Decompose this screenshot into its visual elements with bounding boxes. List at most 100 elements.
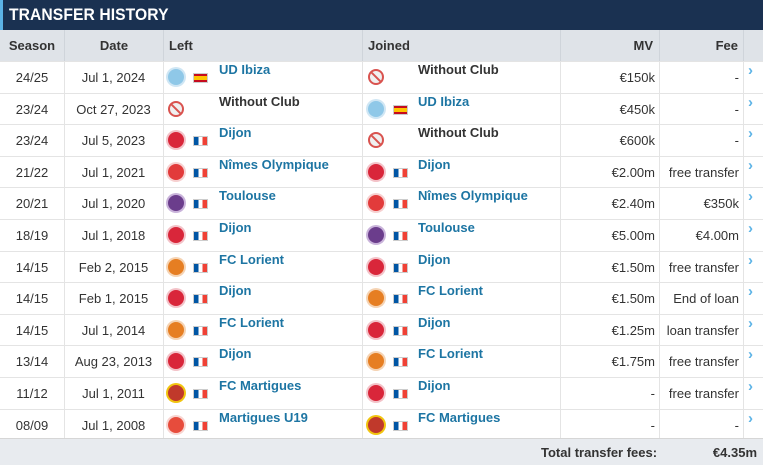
left-club-name[interactable]: Toulouse [219, 188, 276, 204]
club-crest-icon[interactable] [168, 227, 184, 243]
club-crest-icon[interactable] [168, 132, 184, 149]
france-flag-icon [193, 262, 208, 273]
spain-flag-icon [393, 104, 408, 115]
market-value-cell: €5.00m [611, 228, 655, 243]
left-club-name[interactable]: Dijon [219, 346, 252, 362]
fee-cell: - [734, 70, 739, 85]
date-cell: Jul 1, 2018 [81, 228, 146, 243]
france-flag-icon [393, 389, 408, 399]
left-club-name[interactable]: FC Martigues [219, 378, 302, 393]
left-club-name[interactable]: Martigues U19 [219, 409, 308, 425]
fee-cell: €4.00m [695, 228, 739, 243]
club-crest-icon[interactable] [368, 290, 384, 307]
table-footer: Total transfer fees: €4.35m [0, 438, 763, 465]
date-cell: Jul 1, 2020 [81, 196, 146, 212]
left-club-name[interactable]: FC Lorient [219, 251, 284, 267]
season-cell: 23/24 [15, 101, 49, 117]
club-crest-icon[interactable] [368, 353, 384, 370]
date-cell: Aug 23, 2013 [74, 354, 153, 370]
club-crest-icon[interactable] [168, 69, 184, 85]
club-crest-icon[interactable] [168, 258, 184, 275]
column-divider [560, 61, 561, 438]
joined-club-name: Without Club [418, 125, 499, 141]
club-crest-icon[interactable] [368, 227, 384, 243]
left-club-name[interactable]: UD Ibiza [219, 62, 271, 77]
club-crest-icon[interactable] [368, 321, 384, 338]
club-crest-icon[interactable] [168, 163, 184, 180]
fee-cell: End of loan [673, 291, 739, 307]
chevron-right-icon[interactable]: › [748, 409, 753, 427]
market-value-cell: €1.25m [611, 322, 655, 338]
france-flag-icon [393, 325, 408, 336]
table-row: 14/15 Feb 1, 2015 Dijon FC Lorient €1.50m End… [0, 282, 763, 314]
chevron-right-icon[interactable]: › [748, 378, 753, 395]
chevron-right-icon[interactable]: › [748, 93, 753, 111]
club-crest-icon[interactable] [368, 163, 384, 180]
club-crest-icon[interactable] [168, 353, 184, 370]
chevron-right-icon[interactable]: › [748, 283, 753, 301]
chevron-right-icon[interactable]: › [748, 62, 753, 79]
date-cell: Feb 1, 2015 [78, 291, 149, 307]
club-crest-icon[interactable] [368, 100, 384, 117]
joined-club-name[interactable]: Dijon [418, 314, 451, 330]
france-flag-icon [193, 389, 208, 399]
france-flag-icon [193, 294, 208, 305]
france-flag-icon [193, 199, 208, 210]
chevron-right-icon[interactable]: › [748, 220, 753, 237]
chevron-right-icon[interactable]: › [748, 188, 753, 206]
table-row: 14/15 Feb 2, 2015 FC Lorient Dijon €1.50m fre… [0, 250, 763, 283]
france-flag-icon [193, 420, 208, 431]
joined-club-name[interactable]: FC Lorient [418, 346, 483, 362]
france-flag-icon [193, 167, 208, 178]
date-cell: Jul 5, 2023 [81, 133, 146, 149]
club-crest-icon[interactable] [168, 385, 184, 401]
left-club-name[interactable]: FC Lorient [219, 314, 284, 330]
club-crest-icon[interactable] [368, 195, 384, 212]
left-club-name[interactable]: Dijon [219, 125, 252, 141]
left-club-name[interactable]: Nîmes Olympique [219, 156, 329, 172]
column-header-left: Left [164, 30, 363, 61]
chevron-right-icon[interactable]: › [748, 314, 753, 332]
club-crest-icon[interactable] [168, 290, 184, 307]
club-crest-icon[interactable] [368, 258, 384, 275]
club-crest-icon[interactable] [368, 416, 384, 433]
chevron-right-icon[interactable]: › [748, 346, 753, 364]
table-row: 13/14 Aug 23, 2013 Dijon FC Lorient €1.75m fr… [0, 345, 763, 377]
joined-club-name[interactable]: Dijon [418, 251, 451, 267]
club-crest-icon[interactable] [368, 385, 384, 401]
column-header-mv: MV [561, 30, 660, 61]
chevron-right-icon[interactable]: › [748, 251, 753, 269]
left-club-name[interactable]: Dijon [219, 220, 252, 235]
joined-club-name[interactable]: Toulouse [418, 220, 475, 235]
chevron-right-icon[interactable]: › [748, 125, 753, 143]
joined-club-name[interactable]: Dijon [418, 378, 451, 393]
left-club-name[interactable]: Dijon [219, 283, 252, 299]
table-row: 21/22 Jul 1, 2021 Nîmes Olympique Dijon €2.0… [0, 155, 763, 188]
fee-cell: free transfer [668, 164, 739, 180]
market-value-cell: €1.50m [611, 291, 655, 307]
france-flag-icon [393, 357, 408, 368]
joined-club-name[interactable]: Dijon [418, 156, 451, 172]
season-cell: 14/15 [15, 291, 49, 307]
club-crest-icon[interactable] [168, 195, 184, 212]
club-crest-icon[interactable] [168, 321, 184, 338]
fee-cell: - [734, 133, 739, 149]
joined-club-name[interactable]: Nîmes Olympique [418, 188, 528, 204]
season-cell: 21/22 [15, 164, 49, 180]
club-crest-icon[interactable] [168, 416, 184, 433]
joined-club-name[interactable]: FC Martigues [418, 409, 501, 425]
column-header-joined: Joined [363, 30, 561, 61]
table-row: 23/24 Oct 27, 2023 Without Club UD Ibiza €45… [0, 92, 763, 125]
chevron-right-icon[interactable]: › [748, 156, 753, 174]
fee-cell: - [734, 417, 739, 433]
date-cell: Jul 1, 2008 [81, 417, 146, 433]
season-cell: 14/15 [15, 259, 49, 275]
column-divider [163, 61, 164, 438]
france-flag-icon [393, 294, 408, 305]
table-row: 23/24 Jul 5, 2023 Dijon Without Club €600k - › [0, 124, 763, 156]
fee-cell: - [734, 101, 739, 117]
joined-club-name[interactable]: FC Lorient [418, 283, 483, 299]
market-value-cell: €1.50m [611, 259, 655, 275]
joined-club-name[interactable]: UD Ibiza [418, 93, 470, 109]
column-header-spacer [744, 30, 763, 61]
